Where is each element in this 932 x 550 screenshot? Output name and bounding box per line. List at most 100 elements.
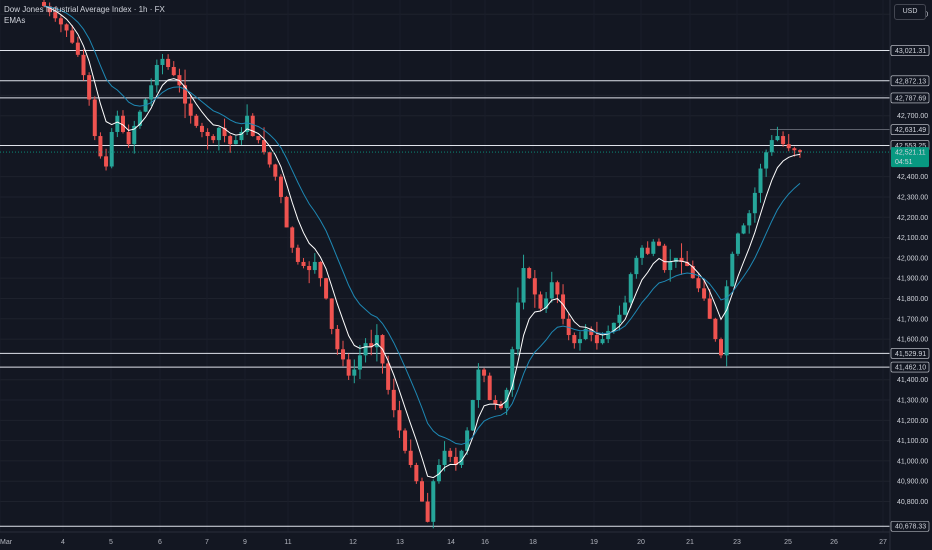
candle-body: [346, 359, 351, 376]
price-tick-label: 41,000.00: [897, 458, 928, 465]
candle-body: [188, 103, 193, 116]
candle-body: [668, 261, 673, 271]
ema-slow-line: [43, 5, 801, 445]
candle-body: [476, 369, 481, 401]
level-tag-label: 42,787.69: [895, 95, 926, 102]
countdown-label: 04:51: [895, 159, 913, 166]
candle-body: [307, 266, 312, 271]
price-tick-label: 42,400.00: [897, 174, 928, 181]
candle-body: [64, 24, 69, 31]
candle-body: [786, 144, 791, 149]
time-tick-label: Mar: [0, 539, 13, 546]
time-tick-label: 4: [61, 539, 65, 546]
peak-tag-box: [890, 124, 930, 135]
time-axis[interactable]: Mar 4 5 6 7 9 11 12 13 14 16 18 19 20 21 23 25 26 27: [0, 539, 887, 546]
price-axis[interactable]: 43,200.0042,800.0042,700.0042,400.0042,3…: [897, 12, 928, 506]
candle-body: [504, 389, 509, 409]
chart-legend: Dow Jones Industrial Average Index · 1h …: [4, 4, 165, 26]
time-tick-label: 26: [830, 539, 838, 546]
candle-body: [572, 335, 577, 344]
candle-body: [216, 127, 221, 141]
candle-body: [414, 464, 419, 482]
level-tag-label: 41,462.10: [895, 365, 926, 372]
price-tick-label: 41,300.00: [897, 398, 928, 405]
time-tick-label: 12: [349, 539, 357, 546]
candle-body: [329, 298, 334, 329]
symbol-title[interactable]: Dow Jones Industrial Average Index · 1h …: [4, 5, 165, 14]
candle-body: [640, 247, 645, 258]
candle-body: [267, 152, 272, 165]
price-tick-label: 41,200.00: [897, 418, 928, 425]
level-tag-box: [890, 520, 930, 532]
time-tick-label: 27: [879, 539, 887, 546]
candle-body: [363, 343, 368, 356]
candle-body: [707, 298, 712, 319]
candle-body: [792, 148, 797, 151]
candle-body: [781, 136, 786, 145]
candle-body: [284, 196, 289, 228]
candle-body: [611, 322, 616, 331]
candle-body: [222, 127, 227, 137]
candle-body: [352, 369, 357, 376]
candle-body: [634, 257, 639, 275]
candle-body: [199, 125, 204, 132]
candle-body: [341, 349, 346, 360]
level-tag-label: 43,021.31: [895, 48, 926, 55]
candle-body: [166, 58, 171, 68]
time-tick-label: 13: [396, 539, 404, 546]
indicator-label[interactable]: EMAs: [4, 16, 26, 25]
peak-tag-label: 42,631.49: [895, 127, 926, 134]
candle-body: [58, 18, 63, 25]
candle-body: [459, 450, 464, 465]
candle-body: [465, 430, 470, 451]
currency-button[interactable]: USD: [894, 4, 926, 20]
candle-body: [425, 501, 430, 522]
candle-body: [301, 261, 306, 266]
candle-body: [482, 369, 487, 376]
candle-body: [149, 85, 154, 100]
candle-body: [510, 349, 515, 390]
price-tick-label: 41,700.00: [897, 316, 928, 323]
candle-body: [600, 339, 605, 344]
candle-body: [233, 140, 238, 145]
candle-body: [318, 261, 323, 279]
level-tags: 43,021.3143,021.3142,872.1342,787.6942,5…: [890, 45, 930, 532]
candle-body: [442, 450, 447, 465]
candle-body: [583, 328, 588, 340]
grid: [0, 13, 890, 503]
candle-body: [273, 164, 278, 177]
candle-body: [154, 64, 159, 86]
horizontal-levels: [0, 49, 890, 527]
candle-body: [724, 286, 729, 356]
candle-body: [448, 450, 453, 457]
candle-body: [205, 131, 210, 137]
candle-body: [532, 278, 537, 295]
candle-body: [262, 140, 267, 153]
price-tick-label: 41,100.00: [897, 438, 928, 445]
time-tick-label: 14: [447, 539, 455, 546]
candle-body: [92, 99, 97, 137]
candle-body: [250, 115, 255, 137]
candle-body: [493, 400, 498, 405]
candle-body: [431, 481, 436, 522]
candle-body: [527, 268, 532, 279]
candle-body: [549, 282, 554, 299]
candle-body: [120, 115, 125, 132]
price-tick-label: 40,900.00: [897, 479, 928, 486]
candle-body: [211, 136, 216, 141]
time-tick-label: 19: [590, 539, 598, 546]
candle-body: [312, 261, 317, 271]
candle-body: [589, 328, 594, 336]
candle-body: [594, 335, 599, 344]
ema-fast-line: [43, 5, 801, 479]
candle-body: [137, 111, 142, 126]
candle-body: [696, 278, 701, 289]
level-tag-label: 40,678.33: [895, 524, 926, 531]
candle-body: [98, 136, 103, 157]
candle-body: [245, 115, 250, 132]
time-tick-label: 21: [686, 539, 694, 546]
candle-body: [758, 168, 763, 193]
candle-body: [769, 140, 774, 153]
